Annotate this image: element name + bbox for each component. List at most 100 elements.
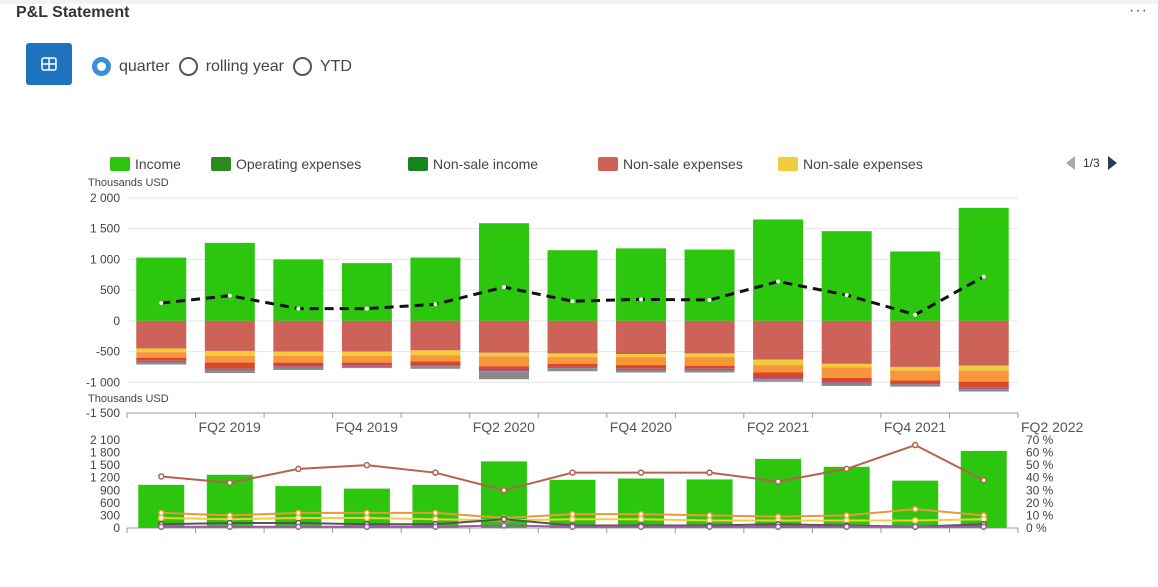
legend-pager: 1/3	[1066, 156, 1117, 170]
bar-income	[410, 257, 461, 321]
bar-expense-segment	[273, 351, 324, 356]
x-tick-label: FQ2 2019	[199, 419, 261, 435]
ratio-point	[569, 523, 576, 530]
ratio-point	[295, 465, 302, 473]
y-axis-label: Thousands USD	[88, 177, 169, 189]
radio-unchecked-icon	[178, 57, 198, 76]
bar-expense-segment	[204, 368, 255, 370]
bar-expense-segment	[753, 320, 804, 360]
ratio-point	[569, 515, 576, 523]
radio-label: quarter	[119, 57, 170, 75]
legend-swatch	[211, 157, 231, 171]
y-tick-label: 300	[100, 508, 120, 522]
bar-expense-segment	[410, 355, 461, 362]
y-tick-label: -500	[96, 345, 120, 359]
ratio-point	[911, 441, 919, 449]
bar-expense-segment	[341, 320, 392, 352]
ratio-point	[363, 514, 371, 522]
bar-expense-segment	[684, 320, 735, 354]
radio-ytd[interactable]: YTD	[292, 57, 352, 76]
bar-income	[275, 486, 322, 528]
y-tick-label: 2 100	[90, 433, 120, 447]
ratio-point	[158, 520, 165, 528]
ratio-point	[637, 469, 645, 476]
bar-expense-segment	[890, 384, 941, 387]
x-tick-label: FQ2 2020	[473, 419, 535, 435]
legend-label: Non-sale expenses	[803, 156, 923, 172]
y-tick-label: 1 500	[90, 222, 120, 236]
bar-income	[138, 484, 185, 528]
table-grid-icon	[41, 57, 57, 71]
result-point	[776, 279, 781, 284]
bar-expense-segment	[136, 362, 187, 365]
ratio-point	[158, 514, 165, 522]
legend-item-operating-expenses[interactable]: Operating expenses	[211, 156, 361, 172]
y-tick-label: 1 500	[90, 458, 120, 472]
ratio-point	[706, 523, 713, 530]
bar-expense-segment	[341, 365, 392, 367]
legend-swatch	[598, 157, 618, 171]
legend-item-non-sale-expenses[interactable]: Non-sale expenses	[598, 156, 743, 172]
y2-tick-label: 0 %	[1026, 521, 1047, 535]
bar-income	[204, 242, 255, 321]
bar-expense-segment	[616, 354, 667, 358]
bar-expense-segment	[958, 381, 1009, 388]
legend-item-non-sale-income[interactable]: Non-sale income	[408, 156, 538, 172]
bar-expense-segment	[273, 366, 324, 368]
ratio-point	[774, 520, 782, 528]
ratio-line	[161, 508, 984, 519]
bar-expense-segment	[478, 352, 529, 357]
table-view-button[interactable]	[26, 43, 72, 85]
bar-expense-segment	[821, 367, 872, 378]
radio-quarter[interactable]: quarter	[92, 57, 170, 76]
ratio-point	[500, 517, 508, 524]
bar-income	[547, 250, 598, 321]
radio-label: YTD	[319, 57, 352, 75]
y-tick-label: 900	[100, 483, 120, 497]
more-icon[interactable]: ···	[1129, 2, 1148, 19]
bar-expense-segment	[753, 365, 804, 373]
ratio-point	[637, 515, 645, 523]
bar-expense-segment	[753, 377, 804, 380]
y2-tick-label: 50 %	[1026, 458, 1054, 472]
chart-legend: Income Operating expenses Non-sale incom…	[110, 156, 1070, 176]
bar-income	[136, 257, 187, 321]
bar-expense-segment	[753, 379, 804, 382]
ratio-point	[500, 514, 508, 522]
bar-income	[273, 259, 324, 321]
bar-expense-segment	[616, 368, 667, 370]
bar-income	[823, 466, 870, 528]
ratio-point	[774, 523, 782, 530]
ratio-point	[637, 523, 645, 530]
bar-expense-segment	[684, 353, 735, 358]
ratio-point	[432, 469, 439, 476]
bar-expense-segment	[547, 363, 598, 367]
ratio-point	[774, 513, 782, 520]
result-point	[981, 274, 986, 279]
bar-expense-segment	[478, 370, 529, 372]
radio-rolling-year[interactable]: rolling year	[178, 57, 284, 76]
ratio-point	[295, 509, 302, 517]
ratio-point	[706, 512, 713, 519]
bar-income	[686, 479, 733, 528]
chevron-left-icon[interactable]	[1066, 156, 1075, 170]
bar-income	[890, 251, 941, 321]
y2-tick-label: 70 %	[1026, 433, 1054, 447]
ratio-point	[226, 523, 234, 530]
legend-item-income[interactable]: Income	[110, 156, 181, 172]
y2-tick-label: 20 %	[1026, 496, 1054, 510]
bar-expense-segment	[410, 320, 461, 351]
legend-item-non-sale-expenses-2[interactable]: Non-sale expenses	[778, 156, 923, 172]
bar-expense-segment	[136, 357, 187, 361]
y-tick-label: 0	[113, 521, 120, 535]
ratio-point	[706, 469, 713, 476]
legend-swatch	[110, 157, 130, 171]
x-tick-label: FQ2 2022	[1021, 419, 1083, 435]
result-point	[707, 297, 712, 302]
main-chart: Thousands USD Thousands USD 2 000 1 500 1 00…	[86, 177, 1084, 435]
bar-expense-segment	[273, 320, 324, 352]
chevron-right-icon[interactable]	[1107, 156, 1117, 170]
ratio-point	[706, 517, 713, 524]
y-tick-label: -1 500	[86, 406, 120, 420]
bar-expense-segment	[684, 357, 735, 366]
